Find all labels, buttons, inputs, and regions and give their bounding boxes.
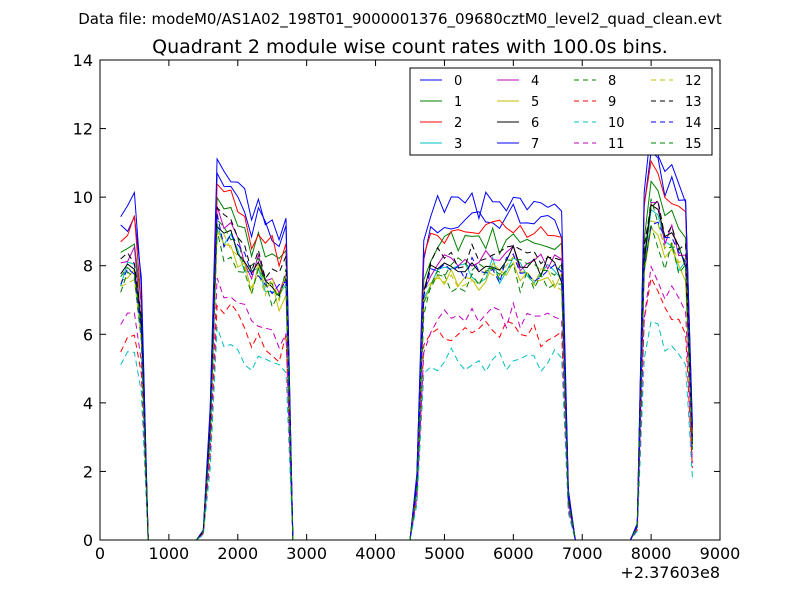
legend-label-12: 12 (685, 74, 702, 89)
legend-label-13: 13 (685, 95, 702, 110)
x-tick-label: 9000 (700, 544, 741, 563)
x-tick-label: 2000 (217, 544, 258, 563)
x-tick-label: 6000 (493, 544, 534, 563)
legend-label-5: 5 (531, 95, 539, 110)
y-tick-label: 4 (83, 394, 93, 413)
x-tick-label: 3000 (286, 544, 327, 563)
series-line-15 (120, 225, 693, 541)
y-tick-label: 6 (83, 325, 93, 344)
legend-label-6: 6 (531, 116, 539, 131)
x-tick-label: 1000 (149, 544, 190, 563)
y-tick-label: 0 (83, 531, 93, 550)
legend-label-8: 8 (608, 74, 616, 89)
legend-label-9: 9 (608, 95, 616, 110)
y-tick-label: 2 (83, 462, 93, 481)
series-line-10 (120, 320, 693, 541)
legend-label-1: 1 (454, 95, 462, 110)
legend-label-0: 0 (454, 74, 462, 89)
x-axis-offset-label: +2.37603e8 (620, 563, 720, 582)
y-tick-label: 8 (83, 257, 93, 276)
legend-label-3: 3 (454, 137, 462, 152)
x-tick-label: 7000 (562, 544, 603, 563)
y-tick-label: 12 (73, 120, 93, 139)
series-line-11 (120, 264, 693, 541)
legend-label-4: 4 (531, 74, 539, 89)
chart-title: Quadrant 2 module wise count rates with … (152, 36, 668, 58)
legend-label-11: 11 (608, 137, 625, 152)
legend-label-2: 2 (454, 116, 462, 131)
x-tick-label: 4000 (355, 544, 396, 563)
legend-label-7: 7 (531, 137, 539, 152)
plot-lines (120, 126, 693, 541)
y-tick-label: 10 (73, 188, 93, 207)
y-tick-label: 14 (73, 51, 93, 70)
legend-label-10: 10 (608, 116, 625, 131)
legend-label-15: 15 (685, 137, 702, 152)
x-tick-label: 0 (95, 544, 105, 563)
legend-frame (409, 67, 713, 156)
x-tick-label: 8000 (631, 544, 672, 563)
axis-ticks: 0 1000 2000 3000 4000 5000 6000 7000 8000 9000 0 2 4… (73, 51, 741, 563)
x-tick-label: 5000 (424, 544, 465, 563)
legend-label-14: 14 (685, 116, 702, 131)
figure-suptitle: Data file: modeM0/AS1A02_198T01_90000013… (78, 10, 722, 29)
plot-frame (99, 59, 721, 541)
